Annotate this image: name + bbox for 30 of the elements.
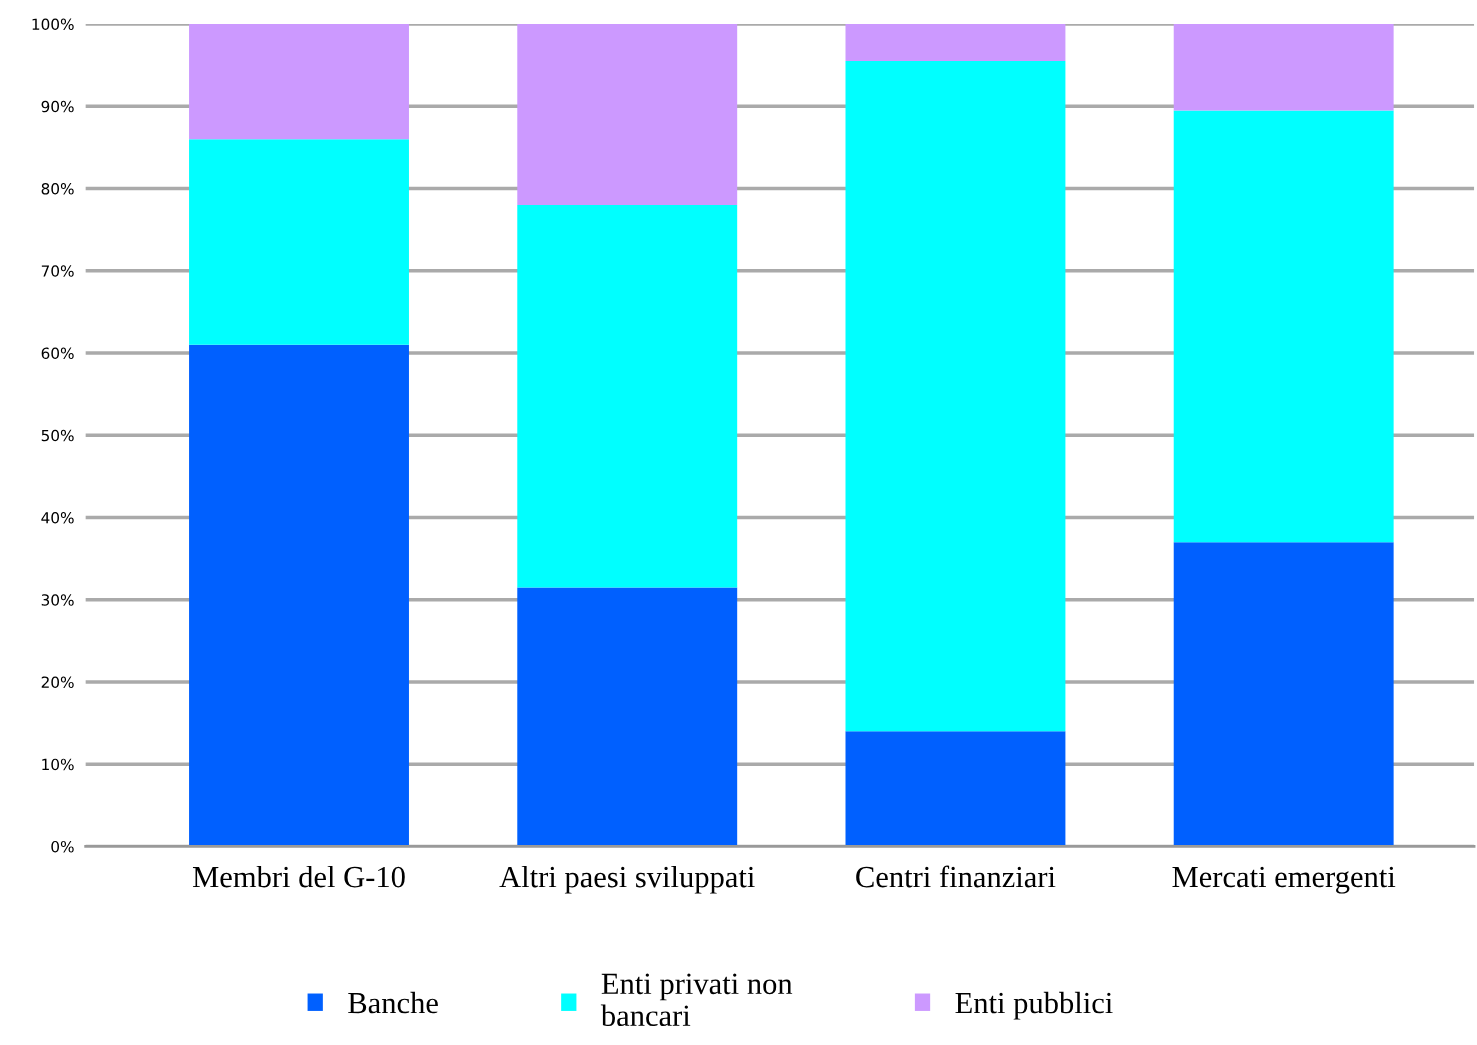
bar	[189, 24, 409, 140]
bar	[1173, 24, 1394, 111]
bar	[845, 24, 1066, 62]
bar	[845, 61, 1066, 732]
x-tick-label: Altri paesi sviluppati	[499, 865, 755, 894]
y-tick-label: 70%	[41, 265, 74, 277]
y-tick-label: 40%	[41, 511, 74, 524]
bar	[517, 587, 738, 847]
legend-label: Enti privati non bancari	[600, 973, 793, 1027]
x-tick-label: Membri del G-10	[192, 865, 405, 888]
y-tick-label: 50%	[41, 429, 74, 442]
y-tick-label: 30%	[41, 594, 74, 606]
x-tick-label: Centri finanziari	[856, 865, 1056, 888]
bar	[845, 731, 1066, 847]
x-tick-label: Mercati emergenti	[1172, 866, 1396, 894]
bar	[1173, 542, 1394, 847]
y-tick-label: 100%	[32, 18, 74, 31]
y-tick-label: 80%	[41, 182, 74, 195]
y-tick-label: 60%	[41, 347, 74, 360]
bar	[517, 24, 738, 205]
bar	[517, 204, 738, 588]
y-tick-label: 90%	[41, 100, 74, 113]
y-tick-label: 0%	[51, 840, 74, 853]
y-tick-label: 20%	[41, 676, 74, 688]
bar	[1173, 110, 1394, 543]
bar	[189, 344, 409, 847]
y-tick-label: 10%	[42, 758, 74, 771]
legend-label: Enti pubblici	[955, 991, 1113, 1020]
bar	[189, 139, 409, 345]
legend-label: Banche	[348, 991, 438, 1014]
